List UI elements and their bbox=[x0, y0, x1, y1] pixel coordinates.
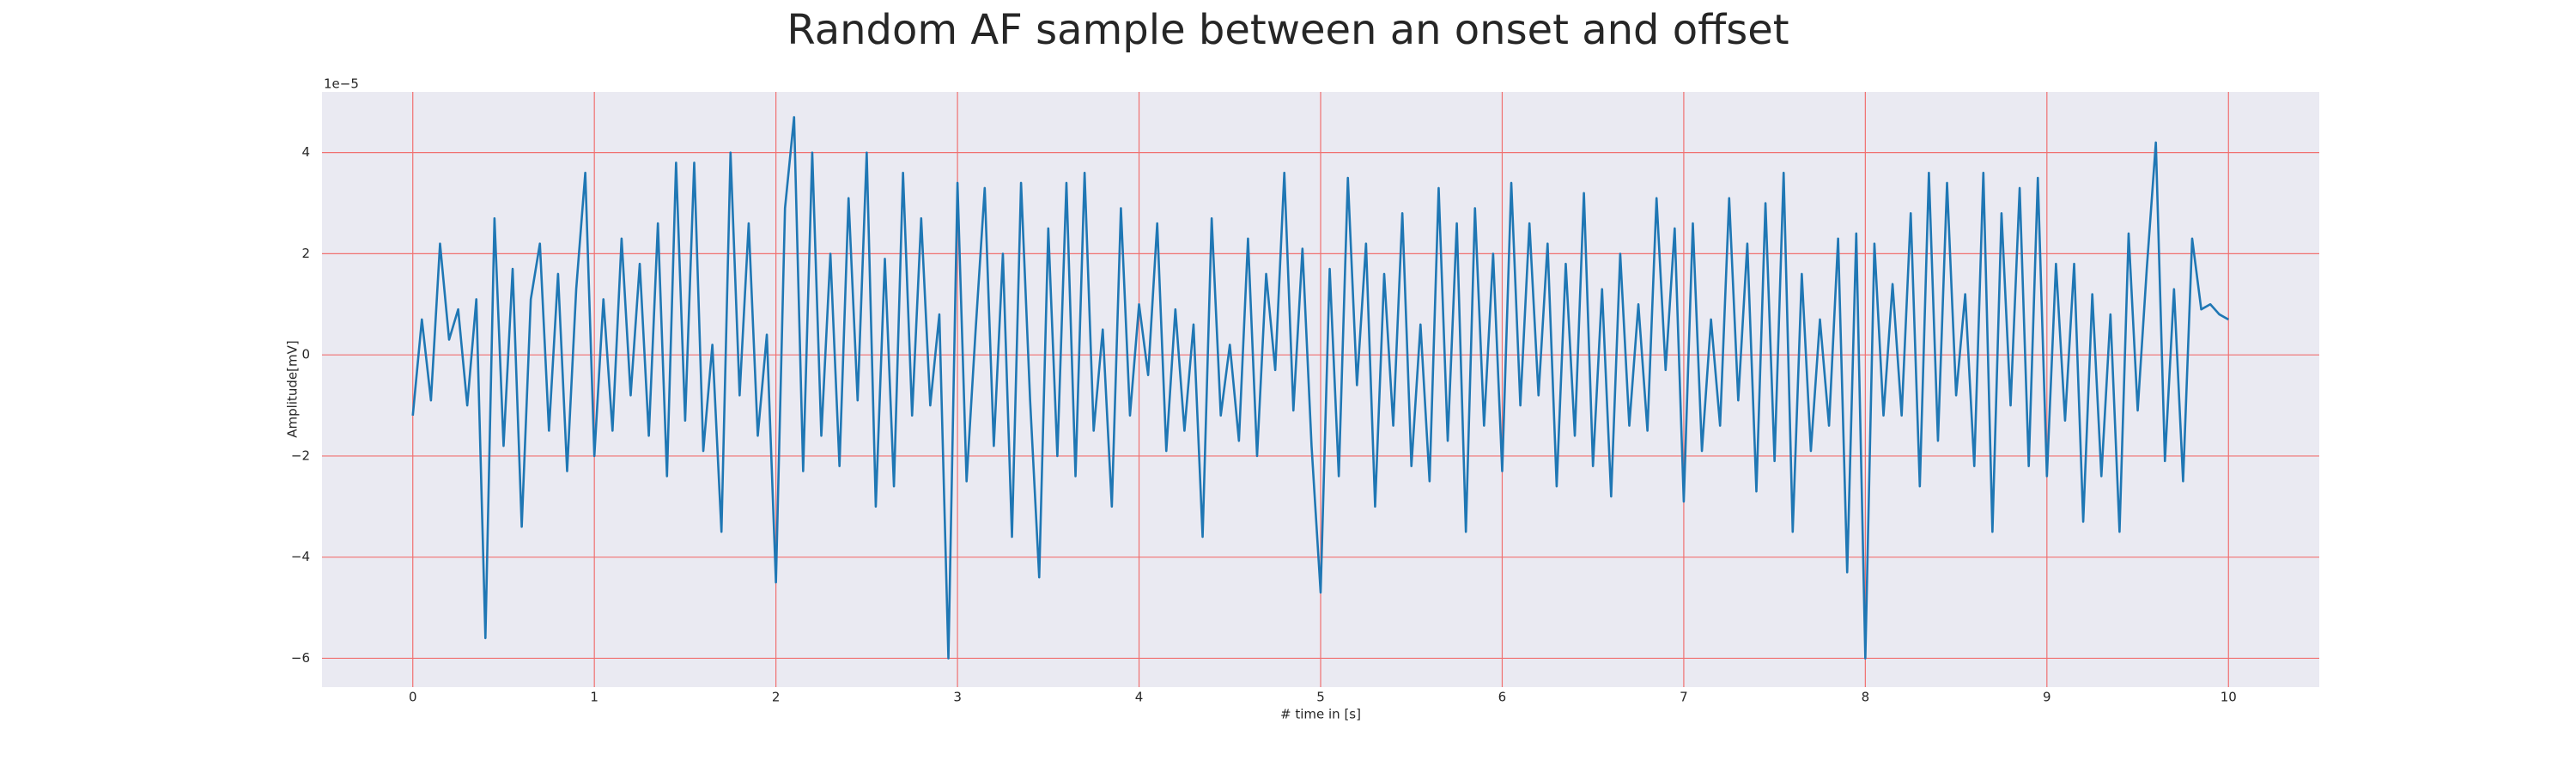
x-tick-label: 1 bbox=[590, 690, 598, 705]
y-tick-label: −2 bbox=[291, 447, 310, 463]
y-offset-label: 1e−5 bbox=[324, 76, 359, 92]
x-tick-label: 10 bbox=[2221, 690, 2237, 705]
x-tick-label: 3 bbox=[953, 690, 962, 705]
y-tick-label: 0 bbox=[301, 347, 310, 362]
x-tick-label: 7 bbox=[1680, 690, 1688, 705]
x-tick-label: 5 bbox=[1316, 690, 1325, 705]
signal-line bbox=[411, 116, 2229, 660]
y-tick-label: −4 bbox=[291, 549, 310, 564]
chart-title: Random AF sample between an onset and of… bbox=[787, 6, 1789, 54]
y-tick-label: −6 bbox=[291, 650, 310, 666]
y-tick-label: 2 bbox=[301, 246, 310, 261]
y-axis-label: Amplitude[mV] bbox=[285, 340, 301, 437]
x-tick-label: 2 bbox=[772, 690, 781, 705]
y-tick-label: 4 bbox=[301, 144, 310, 160]
x-tick-label: 4 bbox=[1135, 690, 1144, 705]
x-tick-label: 0 bbox=[409, 690, 417, 705]
x-tick-label: 9 bbox=[2043, 690, 2051, 705]
x-tick-label: 8 bbox=[1862, 690, 1870, 705]
x-tick-label: 6 bbox=[1498, 690, 1507, 705]
x-axis-label: # time in [s] bbox=[1280, 707, 1361, 722]
